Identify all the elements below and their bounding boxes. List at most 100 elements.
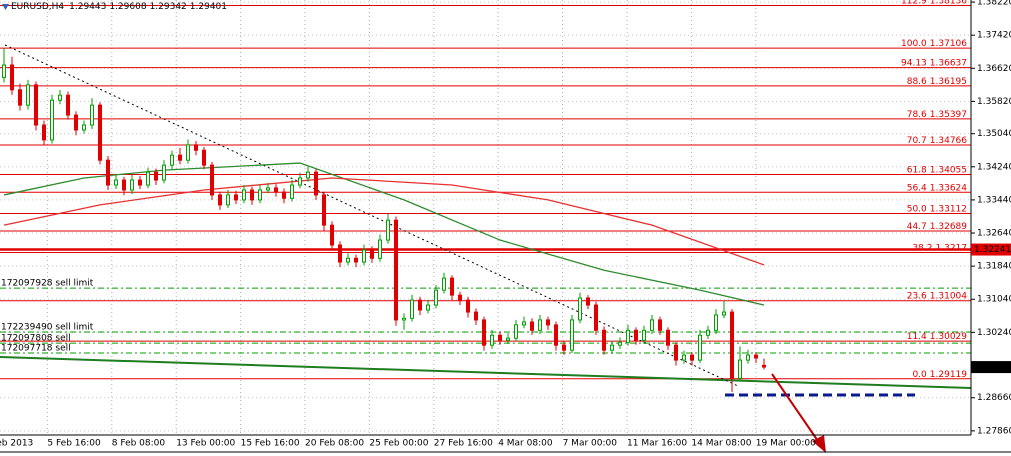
- fib-label: 78.6 1.35397: [907, 109, 967, 119]
- fib-label: 88.6 1.36195: [907, 76, 967, 86]
- y-tick-label: 1.28660: [977, 393, 1011, 403]
- open: 1.29443: [69, 2, 106, 12]
- y-tick-label: 1.36620: [977, 64, 1011, 74]
- candle-body: [762, 364, 766, 368]
- candle-body: [346, 257, 350, 263]
- candle-body: [738, 359, 742, 379]
- candle-body: [34, 84, 38, 126]
- fib-price: 1.33112: [930, 204, 967, 214]
- candle-body: [242, 189, 246, 201]
- candle-body: [130, 179, 134, 191]
- candle-body: [506, 337, 510, 341]
- fib-label: 112.9 1.38136: [901, 0, 967, 6]
- candle-body: [658, 319, 662, 331]
- candle-body: [42, 124, 46, 141]
- fib-label: 11.4 1.30029: [907, 332, 968, 342]
- candle-body: [170, 154, 174, 166]
- candle-body: [426, 304, 430, 311]
- candle-body: [418, 299, 422, 311]
- candle-body: [490, 334, 494, 346]
- horizontal-line-tag: [971, 243, 1011, 256]
- fib-price: 1.34055: [930, 165, 967, 175]
- x-tick-label: 19 Mar 00:00: [756, 439, 816, 449]
- candle-body: [74, 114, 78, 131]
- candle-body: [714, 314, 718, 331]
- fib-price: 1.33624: [930, 183, 967, 193]
- candle-body: [82, 124, 86, 131]
- header-text: EURUSD,H4 1.29443 1.29608 1.29342 1.29401: [11, 2, 227, 12]
- candle-body: [282, 191, 286, 199]
- candle-body: [458, 294, 462, 301]
- y-tick-label: 1.35040: [977, 129, 1011, 139]
- candle-body: [330, 224, 334, 246]
- fib-label: 70.7 1.34766: [907, 136, 968, 146]
- candle-body: [482, 319, 486, 346]
- candle-body: [202, 149, 206, 166]
- x-tick-label: 27 Feb 16:00: [434, 439, 493, 449]
- candle-body: [58, 94, 62, 101]
- candle-body: [642, 329, 646, 341]
- fib-price: 1.3217: [936, 243, 968, 253]
- candle-body: [114, 179, 118, 186]
- forecast-arrow-head: [812, 435, 826, 453]
- candle-body: [626, 329, 630, 343]
- y-tick-label: 1.37420: [977, 31, 1011, 41]
- candle-body: [570, 319, 574, 351]
- candle-body: [378, 239, 382, 259]
- candle-body: [154, 171, 158, 181]
- y-tick-label: 1.34240: [977, 162, 1011, 172]
- candle-body: [2, 64, 6, 78]
- x-tick-label: 14 Mar 08:00: [691, 439, 751, 449]
- x-tick-label: 25 Feb 00:00: [369, 439, 428, 449]
- candle-body: [258, 189, 262, 201]
- candle-body: [306, 171, 310, 179]
- candle-body: [498, 334, 502, 341]
- fib-price: 1.36195: [930, 76, 967, 86]
- candle-body: [370, 249, 374, 259]
- candle-body: [250, 189, 254, 201]
- x-tick-label: 15 Feb 16:00: [241, 439, 300, 449]
- candle-body: [274, 187, 278, 193]
- candle-body: [594, 304, 598, 331]
- candle-body: [650, 319, 654, 331]
- candle-body: [682, 354, 686, 361]
- fib-price: 1.32689: [930, 221, 967, 231]
- candle-body: [314, 171, 318, 196]
- candle-body: [562, 344, 566, 351]
- fib-label: 50.0 1.33112: [907, 204, 967, 214]
- candle-body: [26, 84, 30, 106]
- y-tick-label: 1.30240: [977, 328, 1011, 338]
- candle-body: [602, 329, 606, 351]
- candle-body: [98, 104, 102, 161]
- fib-ratio: 23.6: [907, 291, 927, 301]
- fib-price: 1.38136: [930, 0, 967, 6]
- candle-body: [354, 257, 358, 263]
- fib-label: 38.2 1.3217: [912, 243, 967, 253]
- candle-body: [234, 194, 238, 201]
- candle-body: [66, 94, 70, 116]
- x-tick-label: 1 Feb 2013: [0, 439, 33, 449]
- candle-body: [634, 329, 638, 341]
- candle-body: [194, 144, 198, 151]
- candle-body: [554, 324, 558, 346]
- candle-body: [162, 164, 166, 181]
- candle-body: [122, 179, 126, 191]
- candle-body: [442, 277, 446, 291]
- fib-label: 0.0 1.29119: [912, 369, 967, 379]
- fib-price: 1.36637: [930, 58, 967, 68]
- x-tick-label: 20 Feb 08:00: [305, 439, 364, 449]
- y-tick-label: 1.31040: [977, 295, 1011, 305]
- fib-label: 56.4 1.33624: [907, 183, 968, 193]
- fib-ratio: 44.7: [907, 221, 927, 231]
- candle-body: [690, 354, 694, 361]
- x-tick-label: 7 Mar 00:00: [563, 439, 618, 449]
- fib-price: 1.37106: [930, 39, 967, 49]
- moving-average: [3, 162, 765, 306]
- order-label: 172239490 sell limit: [1, 322, 94, 332]
- candle-body: [674, 344, 678, 361]
- fib-ratio: 100.0: [901, 39, 927, 49]
- candle-body: [546, 319, 550, 326]
- fib-ratio: 50.0: [907, 204, 927, 214]
- candle-body: [538, 319, 542, 331]
- candle-body: [50, 99, 54, 141]
